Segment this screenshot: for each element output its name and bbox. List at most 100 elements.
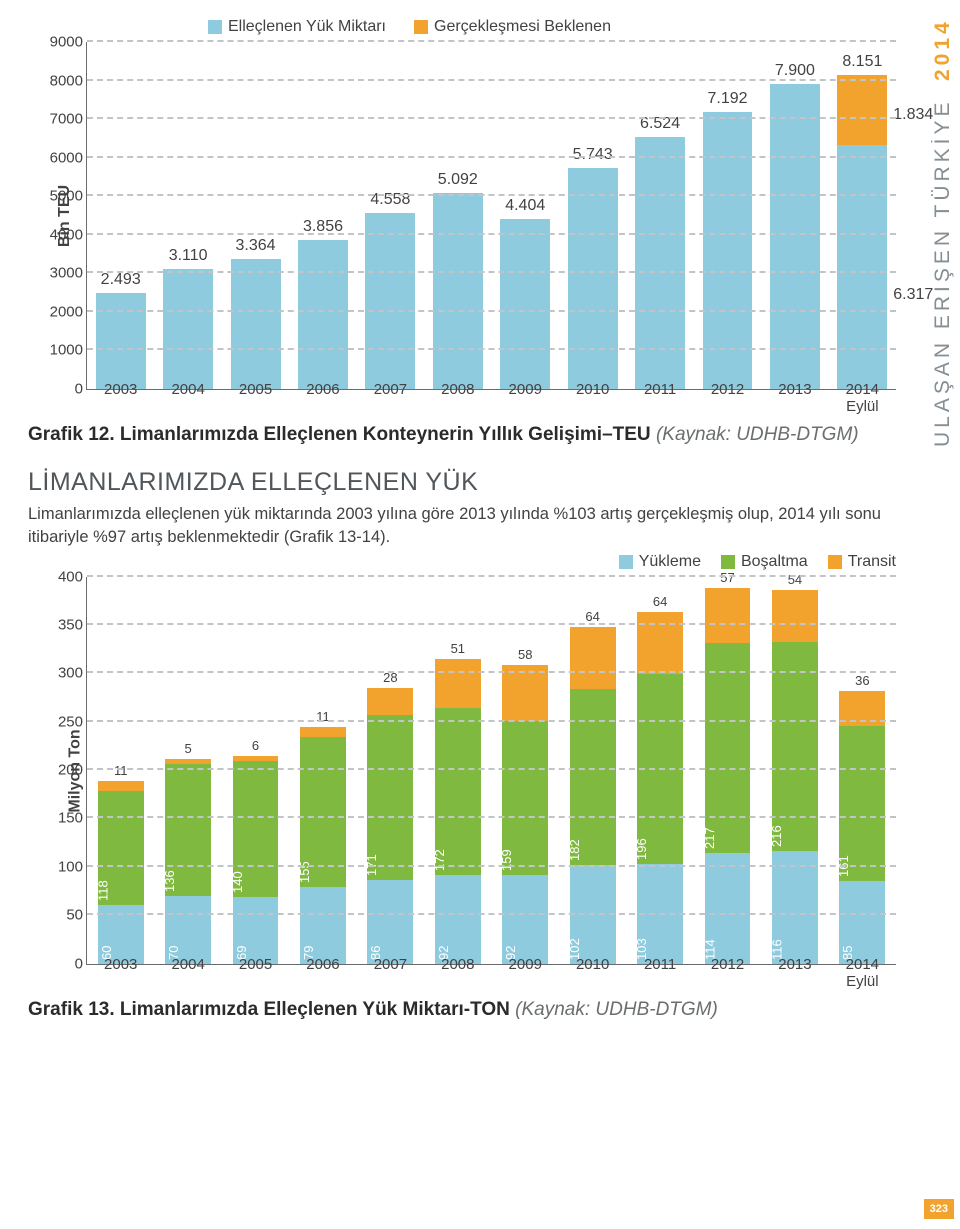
bar-segment: 114 [705, 853, 751, 963]
gridline [87, 913, 896, 915]
bar-segment: 171 [367, 715, 413, 880]
bar: 114 217 57 [705, 588, 751, 963]
bar-segment: 69 [233, 897, 279, 964]
legend-item: Gerçekleşmesi Beklenen [414, 18, 611, 36]
legend-label: Yükleme [639, 553, 701, 571]
gridline [87, 233, 896, 235]
bar-slot: 8516136 [829, 577, 896, 964]
x-tick: 2004 [154, 381, 221, 415]
side-text: ULAŞAN ERİŞEN TÜRKİYE [931, 99, 955, 448]
bar-value-label: 5.092 [438, 171, 478, 189]
gridline [87, 194, 896, 196]
segment-value-label: 172 [432, 849, 447, 871]
bar-segment: 118 [98, 791, 144, 905]
gridline [87, 623, 896, 625]
x-tick: 2010 [559, 956, 626, 990]
y-tick: 200 [37, 762, 83, 779]
bar: 5.092 [433, 193, 483, 389]
bar-segment [837, 145, 887, 389]
x-tick: 2007 [357, 956, 424, 990]
bar: 2.493 [96, 293, 146, 389]
y-tick: 1000 [37, 342, 83, 359]
bar-segment: 92 [435, 875, 481, 964]
segment-value-label: 196 [634, 838, 649, 860]
bar: 3.110 [163, 269, 213, 389]
bar: 5.743 [568, 168, 618, 389]
x-tick: 2008 [424, 956, 491, 990]
y-tick: 9000 [37, 34, 83, 51]
gridline [87, 816, 896, 818]
bar-slot: 6011811 [87, 577, 154, 964]
bar-segment [163, 269, 213, 389]
legend-item: Yükleme [619, 553, 701, 571]
bar-segment: 11 [98, 781, 144, 792]
chart1-plot-area: 2.4933.1103.3643.8564.5585.0924.4045.743… [86, 42, 896, 390]
chart1-caption-source: (Kaynak: UDHB-DTGM) [656, 424, 859, 445]
side-year: 2014 [931, 18, 955, 81]
bar-segment: 79 [300, 887, 346, 963]
chart1-caption-title: Grafik 12. Limanlarımızda Elleçlenen Kon… [28, 424, 651, 445]
bar-value-label: 2.493 [101, 271, 141, 289]
x-tick: 2003 [87, 381, 154, 415]
x-tick: 2008 [424, 381, 491, 415]
bar-slot: 114 217 57 [694, 577, 761, 964]
x-tick: 2005 [222, 956, 289, 990]
legend-swatch [721, 555, 735, 569]
segment-value-label: 6 [252, 738, 259, 753]
y-tick: 300 [37, 665, 83, 682]
chart2-caption-title: Grafik 13. Limanlarımızda Elleçlenen Yük… [28, 999, 510, 1020]
bar: 4.558 [365, 213, 415, 389]
y-tick: 50 [37, 907, 83, 924]
chart1-bars: 2.4933.1103.3643.8564.5585.0924.4045.743… [87, 42, 896, 389]
gridline [87, 79, 896, 81]
bar-segment [433, 193, 483, 389]
bar-segment: 216 [772, 642, 818, 851]
bar: 7915511 [300, 727, 346, 964]
y-tick: 150 [37, 810, 83, 827]
legend-swatch [619, 555, 633, 569]
y-tick: 0 [37, 381, 83, 398]
legend-swatch [208, 20, 222, 34]
legend-item: Boşaltma [721, 553, 808, 571]
bar-segment: 159 [502, 721, 548, 875]
bar-segment [635, 137, 685, 389]
bar-slot: 3.856 [289, 42, 356, 389]
bar-value-label: 5.743 [573, 146, 613, 164]
x-tick: 2006 [289, 956, 356, 990]
bar: 9215958 [502, 665, 548, 964]
gridline [87, 575, 896, 577]
bar: 691406 [233, 756, 279, 964]
bar-segment: 57 [705, 588, 751, 643]
x-tick: 2014 Eylül [829, 956, 896, 990]
chart2-x-axis: 2003200420052006200720082009201020112012… [87, 956, 896, 990]
gridline [87, 348, 896, 350]
bar-slot: 3.110 [154, 42, 221, 389]
bar-segment: 11 [300, 727, 346, 738]
bar-slot: 10218264 [559, 577, 626, 964]
bar-segment: 54 [772, 590, 818, 642]
bar: 3.856 [298, 240, 348, 389]
bar-value-label: 8.151 [842, 53, 882, 71]
bar-segment: 85 [839, 881, 885, 963]
bar-segment: 5 [165, 759, 211, 764]
bar: 701365 [165, 759, 211, 963]
x-tick: 2003 [87, 956, 154, 990]
x-tick: 2013 [761, 381, 828, 415]
y-tick: 350 [37, 616, 83, 633]
bar-slot: 10319664 [626, 577, 693, 964]
bar-segment: 116 [772, 851, 818, 963]
bar: 8516136 [839, 691, 885, 964]
x-tick: 2009 [492, 381, 559, 415]
segment-value-label: 216 [769, 826, 784, 848]
segment-value-label: 58 [518, 647, 532, 662]
y-tick: 250 [37, 713, 83, 730]
legend-swatch [828, 555, 842, 569]
bar-slot: 691406 [222, 577, 289, 964]
bar-segment [96, 293, 146, 389]
y-tick: 4000 [37, 226, 83, 243]
chart2-caption-source: (Kaynak: UDHB-DTGM) [515, 999, 718, 1020]
chart2-legend: YüklemeBoşaltmaTransit [28, 553, 896, 571]
segment-value-label: 182 [567, 839, 582, 861]
segment-value-label: 217 [702, 828, 717, 850]
bar-segment [703, 112, 753, 389]
